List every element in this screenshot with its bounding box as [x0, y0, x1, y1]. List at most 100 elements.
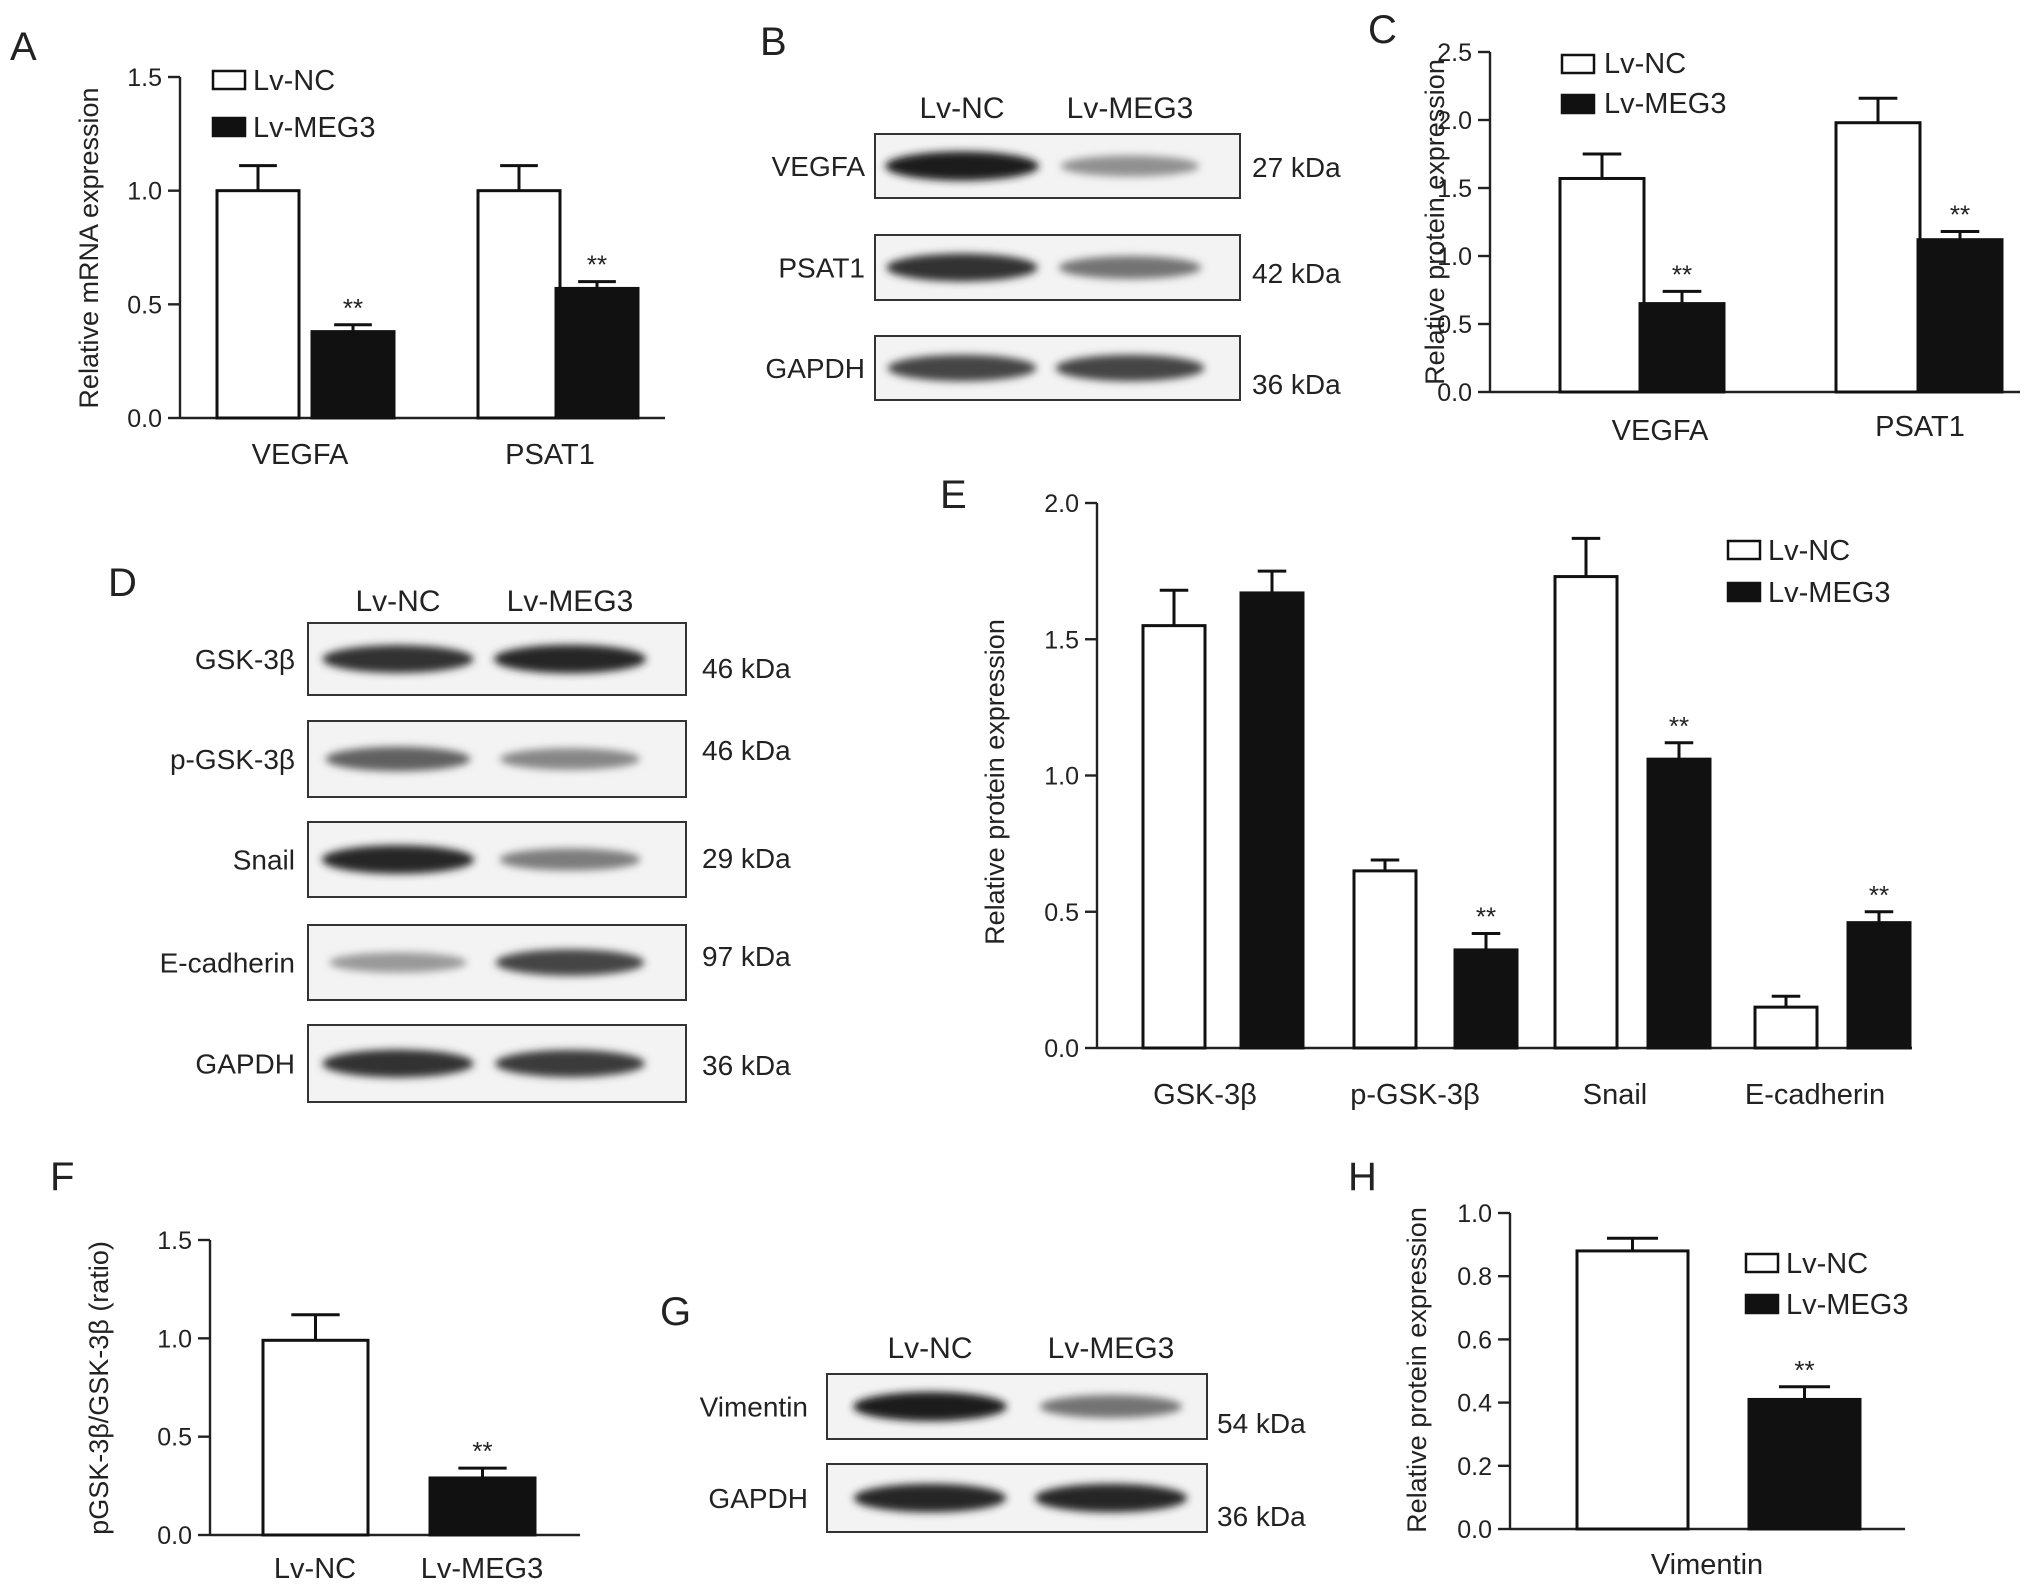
significance-marker: ** — [587, 250, 607, 280]
y-tick-label: 0.0 — [1457, 1516, 1492, 1544]
y-tick-label: 0.8 — [1457, 1263, 1492, 1291]
y-tick-label: 0.0 — [157, 1522, 192, 1550]
significance-marker: ** — [472, 1436, 492, 1466]
y-tick-label: 1.5 — [1044, 626, 1079, 654]
y-tick-label: 1.5 — [1437, 175, 1472, 203]
blot-row-label: Vimentin — [700, 1392, 808, 1423]
bar-lv-meg3 — [1646, 757, 1712, 1050]
significance-marker: ** — [1869, 880, 1889, 910]
chart-e-category-label: GSK-3β — [1153, 1079, 1257, 1111]
protein-band — [493, 644, 647, 674]
molecular-weight-label: 54 kDa — [1217, 1408, 1306, 1439]
legend-label-lv-nc: Lv-NC — [1768, 535, 1850, 567]
molecular-weight-label: 27 kDa — [1252, 152, 1341, 183]
chart-f-bars: ** — [261, 1313, 537, 1537]
lane-header: Lv-NC — [355, 585, 440, 618]
y-tick-label: 2.0 — [1437, 107, 1472, 135]
chart-a-category-label: PSAT1 — [505, 439, 595, 471]
legend-label-lv-nc: Lv-NC — [1604, 48, 1686, 80]
blot-row-label: GAPDH — [765, 353, 865, 384]
bar-lv-nc — [215, 189, 301, 420]
chart-h-bars: ** — [1575, 1236, 1862, 1531]
y-tick-label: 0.0 — [1437, 379, 1472, 407]
blot-g: Lv-NC Lv-MEG3 Vimentin 54 kDa GAPDH 36 kDa — [700, 1332, 1306, 1533]
panel-letter-d: D — [108, 561, 137, 605]
legend-swatch-lv-nc — [211, 69, 247, 91]
chart-c-y-axis-title: Relative protein expression — [1420, 59, 1450, 385]
chart-e-ticks: 0.0 0.5 1.0 1.5 2.0 — [1044, 490, 1097, 1063]
chart-e-y-axis-title: Relative protein expression — [980, 619, 1010, 945]
protein-band — [329, 952, 467, 973]
legend-swatch-lv-meg3 — [1560, 93, 1596, 115]
molecular-weight-label: 36 kDa — [1252, 369, 1341, 400]
protein-band — [499, 848, 641, 871]
chart-a-category-label: VEGFA — [252, 439, 349, 471]
bar-lv-meg3 — [1638, 302, 1726, 394]
chart-f-category-label: Lv-NC — [274, 1553, 356, 1585]
blot-row-label: Snail — [233, 845, 295, 876]
legend-label-lv-meg3: Lv-MEG3 — [1604, 88, 1726, 120]
blot-row-label: p-GSK-3β — [170, 744, 295, 775]
molecular-weight-label: 46 kDa — [702, 653, 791, 684]
legend-label-lv-nc: Lv-NC — [1786, 1248, 1868, 1280]
y-tick-label: 0.5 — [127, 291, 162, 319]
y-tick-label: 1.0 — [1437, 243, 1472, 271]
chart-a-legend: Lv-NC Lv-MEG3 — [211, 65, 375, 144]
chart-f-y-axis-title: pGSK-3β/GSK-3β (ratio) — [84, 1241, 114, 1535]
legend-swatch-lv-nc — [1726, 539, 1762, 561]
panel-letter-h: H — [1348, 1155, 1377, 1199]
bar-lv-nc — [1753, 1005, 1819, 1050]
chart-h-ticks: 0.0 0.2 0.4 0.6 0.8 1.0 — [1457, 1200, 1510, 1544]
legend-swatch-lv-nc — [1744, 1252, 1780, 1274]
blot-row-label: GAPDH — [708, 1483, 808, 1514]
y-tick-label: 0.5 — [157, 1424, 192, 1452]
lane-header: Lv-NC — [887, 1332, 972, 1365]
protein-band — [322, 645, 474, 673]
panel-letter-a: A — [10, 25, 37, 69]
bar-lv-nc — [261, 1338, 370, 1537]
chart-c-category-label: PSAT1 — [1875, 411, 1965, 443]
protein-band — [1060, 155, 1200, 177]
legend-swatch-lv-nc — [1560, 53, 1596, 75]
y-tick-label: 0.5 — [1044, 899, 1079, 927]
bar-lv-meg3 — [1846, 921, 1912, 1050]
legend-swatch-lv-meg3 — [1744, 1293, 1780, 1315]
lane-header: Lv-NC — [919, 92, 1004, 125]
blot-d: Lv-NC Lv-MEG3 GSK-3β 46 kDa p-GSK-3β 46 kDa Sn… — [160, 585, 791, 1103]
molecular-weight-label: 36 kDa — [702, 1050, 791, 1081]
bar-lv-nc — [1553, 575, 1619, 1050]
y-tick-label: 0.2 — [1457, 1453, 1492, 1481]
protein-band — [495, 949, 645, 976]
protein-band — [887, 354, 1037, 382]
protein-band — [325, 746, 471, 772]
bar-lv-nc — [1141, 624, 1207, 1050]
bar-lv-nc — [1575, 1249, 1690, 1531]
protein-band — [885, 151, 1039, 181]
protein-band — [1034, 1483, 1188, 1513]
chart-h-legend: Lv-NC Lv-MEG3 — [1744, 1248, 1908, 1321]
chart-h-y-axis-title: Relative protein expression — [1402, 1207, 1432, 1533]
y-tick-label: 2.5 — [1437, 39, 1472, 67]
blot-row-label: VEGFA — [772, 151, 866, 182]
protein-band — [321, 845, 475, 874]
chart-c-category-label: VEGFA — [1612, 415, 1709, 447]
significance-marker: ** — [343, 293, 363, 323]
panel-letter-g: G — [660, 1290, 691, 1334]
bar-lv-meg3 — [1453, 948, 1519, 1050]
molecular-weight-label: 36 kDa — [1217, 1501, 1306, 1532]
y-tick-label: 2.0 — [1044, 490, 1079, 518]
lane-header: Lv-MEG3 — [507, 585, 634, 618]
panel-letter-c: C — [1368, 8, 1397, 52]
chart-c-ticks: 0.0 0.5 1.0 1.5 2.0 2.5 — [1437, 39, 1490, 407]
blot-row-label: GSK-3β — [195, 644, 295, 675]
molecular-weight-label: 42 kDa — [1252, 258, 1341, 289]
bar-lv-meg3 — [1916, 238, 2004, 394]
protein-band — [500, 748, 640, 770]
y-tick-label: 0.5 — [1437, 311, 1472, 339]
bar-lv-meg3 — [1239, 591, 1305, 1050]
chart-f-category-label: Lv-MEG3 — [421, 1553, 543, 1585]
protein-band — [853, 1391, 1007, 1422]
blot-b: Lv-NC Lv-MEG3 VEGFA 27 kDa PSAT1 42 kDa GAPDH 3… — [765, 92, 1341, 401]
bar-lv-meg3 — [310, 330, 396, 420]
y-tick-label: 0.4 — [1457, 1390, 1492, 1418]
